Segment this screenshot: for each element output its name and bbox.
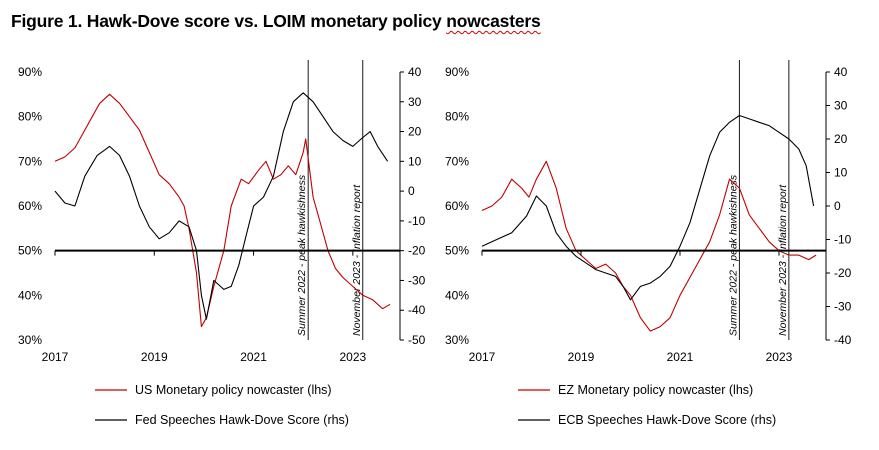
y-right-tick-label: -50 [408, 333, 426, 347]
y-right-tick-label: -20 [408, 244, 426, 258]
figure-title: Figure 1. Hawk-Dove score vs. LOIM monet… [11, 11, 541, 31]
x-tick-label: 2023 [339, 350, 366, 364]
y-left-tick-label: 80% [18, 110, 42, 124]
y-left-tick-label: 30% [18, 333, 42, 347]
y-left-tick-label: 50% [445, 244, 469, 258]
y-left-tick-label: 50% [18, 244, 42, 258]
y-right-tick-label: -30 [408, 273, 426, 287]
series-line-speeches [54, 92, 389, 320]
y-left-tick-label: 70% [18, 154, 42, 168]
chart-panel-us: 30% 40% 50% 60% 70% 80% 90% -50 -40 -30 -20 -10 0 10 2… [18, 60, 426, 427]
x-tick-label: 2017 [42, 350, 69, 364]
y-right-tick-label: 30 [834, 99, 848, 113]
y-left-tick-label: 90% [445, 65, 469, 79]
series-line-speeches [481, 114, 815, 301]
y-right-tick-label: 20 [408, 125, 422, 139]
y-left-tick-label: 30% [445, 333, 469, 347]
y-right-tick-label: 20 [834, 132, 848, 146]
y-left-tick-label: 70% [445, 154, 469, 168]
legend-label-speeches: Fed Speeches Hawk-Dove Score (rhs) [135, 413, 349, 427]
y-right-tick-label: -40 [408, 303, 426, 317]
y-right-tick-label: 40 [408, 65, 422, 79]
series-line-nowcaster [54, 93, 391, 328]
y-right-tick-label: 0 [834, 199, 841, 213]
annotation-label: Summer 2022 - peak hawkishness [727, 174, 739, 336]
y-right-tick-label: -30 [834, 300, 852, 314]
series-line-nowcaster [481, 160, 817, 332]
annotation-label: November 2023 - Inflation report [351, 184, 363, 336]
x-tick-label: 2019 [568, 350, 595, 364]
chart-panel-ez: 30% 40% 50% 60% 70% 80% 90% -40 -30 -20 -10 0 10 20 30… [445, 60, 852, 427]
y-right-tick-label: 10 [834, 166, 848, 180]
x-tick-label: 2021 [667, 350, 694, 364]
y-right-tick-label: 40 [834, 65, 848, 79]
annotation-label: November 2023 - Inflation report [777, 184, 789, 336]
legend-label-speeches: ECB Speeches Hawk-Dove Score (rhs) [558, 413, 776, 427]
y-left-tick-label: 40% [18, 288, 42, 302]
y-right-tick-label: 0 [408, 184, 415, 198]
y-right-tick-label: -10 [834, 233, 852, 247]
y-right-tick-label: 10 [408, 154, 422, 168]
y-right-tick-label: -20 [834, 266, 852, 280]
x-tick-label: 2021 [240, 350, 267, 364]
y-left-tick-label: 90% [18, 65, 42, 79]
legend-label-nowcaster: EZ Monetary policy nowcaster (lhs) [558, 383, 753, 397]
legend-label-nowcaster: US Monetary policy nowcaster (lhs) [135, 383, 332, 397]
y-left-tick-label: 60% [18, 199, 42, 213]
y-left-tick-label: 80% [445, 110, 469, 124]
annotation-label: Summer 2022 - peak hawkishness [296, 174, 308, 336]
y-right-tick-label: -10 [408, 214, 426, 228]
x-tick-label: 2017 [469, 350, 496, 364]
y-left-tick-label: 40% [445, 288, 469, 302]
y-right-tick-label: -40 [834, 333, 852, 347]
y-right-tick-label: 30 [408, 95, 422, 109]
y-left-tick-label: 60% [445, 199, 469, 213]
x-tick-label: 2019 [141, 350, 168, 364]
x-tick-label: 2023 [766, 350, 793, 364]
figure-title-misspelled-word: nowcasters [446, 11, 541, 31]
